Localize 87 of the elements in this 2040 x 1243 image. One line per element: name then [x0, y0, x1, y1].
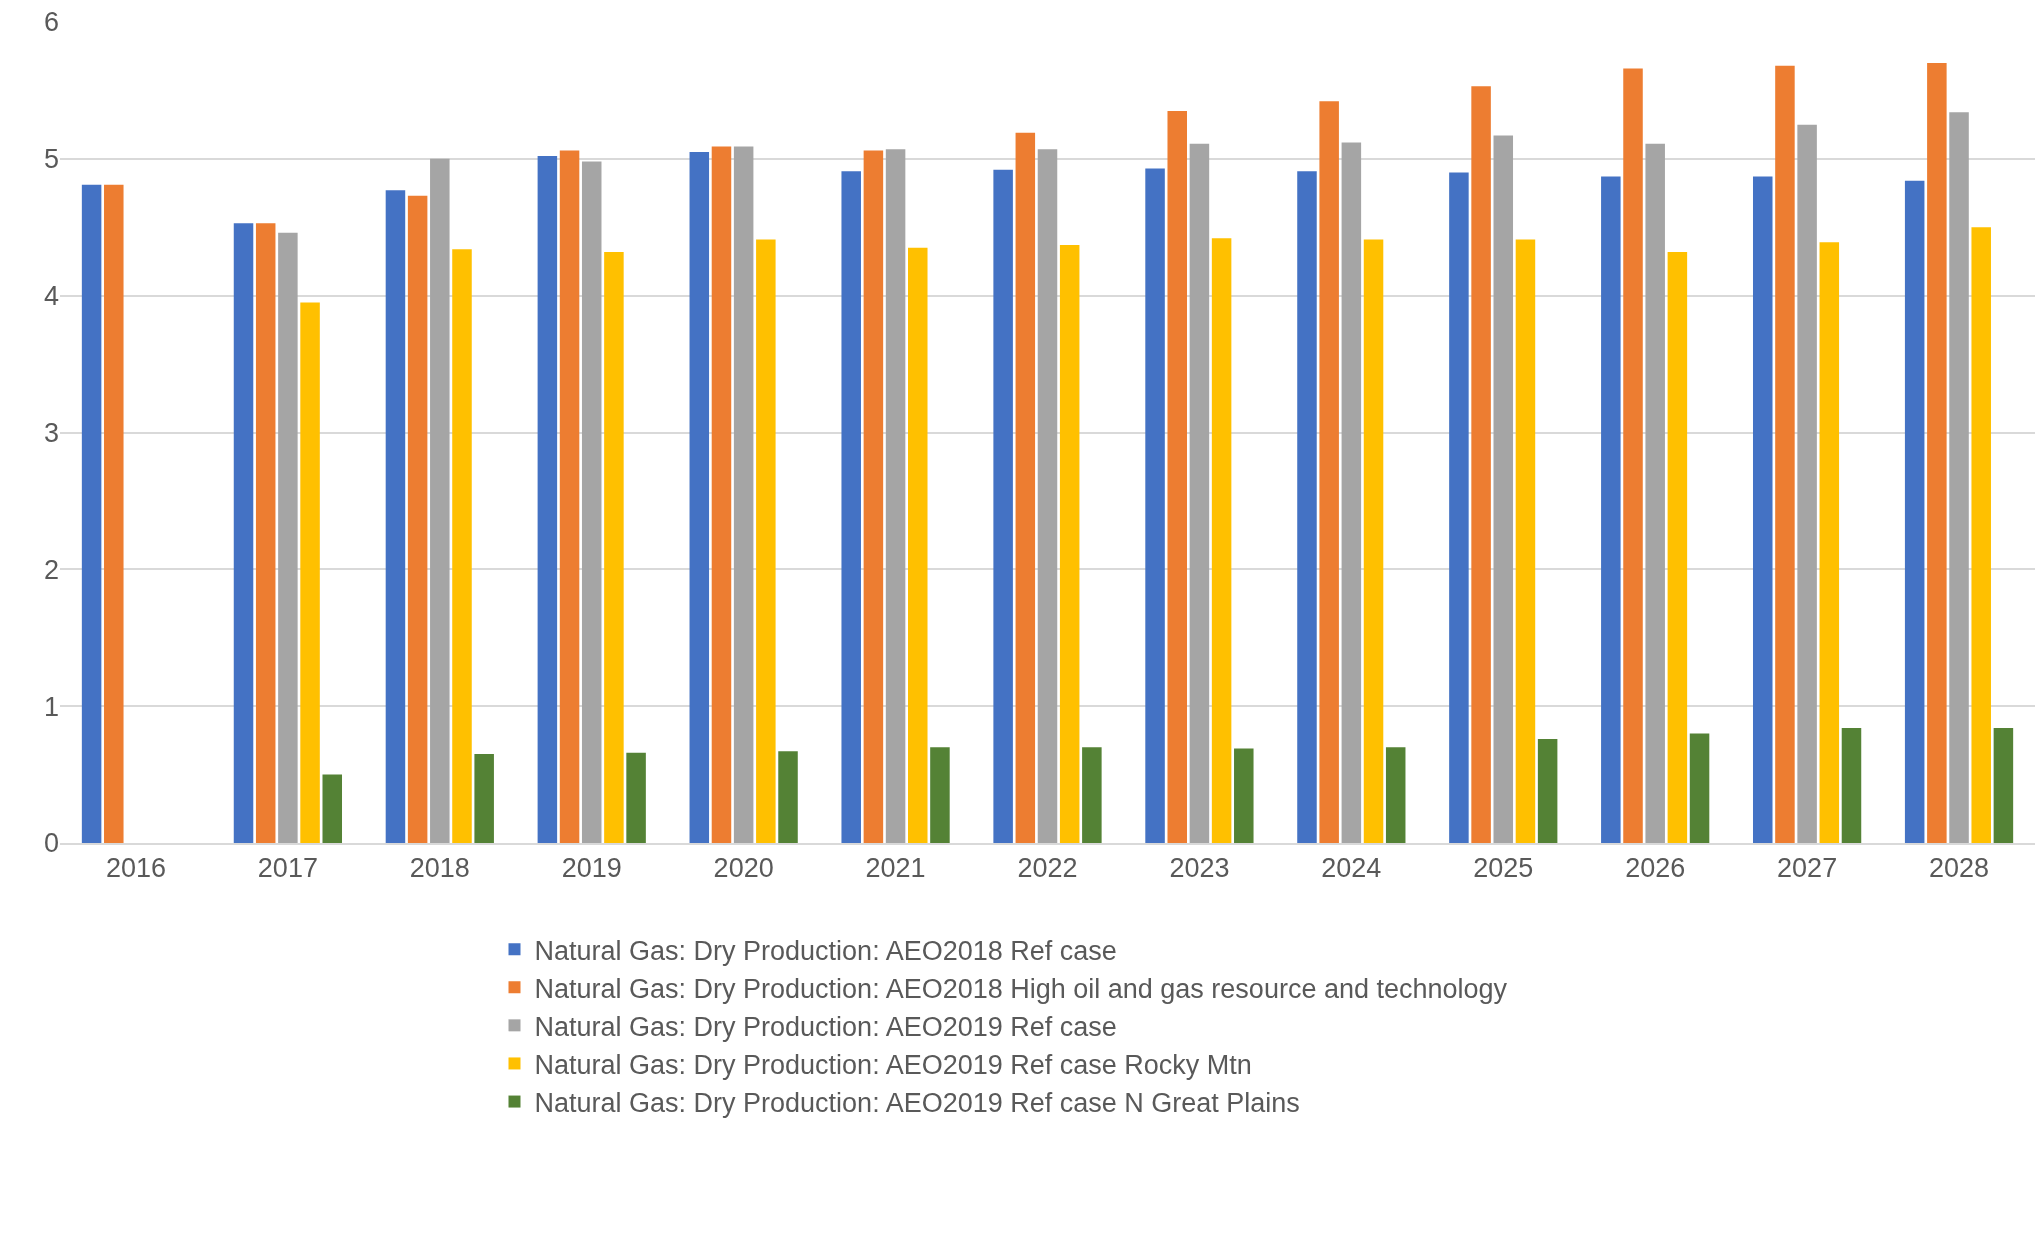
bar: [711, 146, 732, 843]
bar: [104, 184, 124, 843]
x-tick-label: 2016: [105, 853, 166, 884]
legend-label: Natural Gas: Dry Production: AEO2018 Ref case: [534, 935, 1117, 966]
bar: [1775, 65, 1795, 843]
x-tick-label: 2023: [1169, 853, 1230, 884]
bar: [1689, 733, 1710, 843]
x-tick-label: 2025: [1473, 853, 1534, 884]
bar: [1904, 180, 1925, 843]
bar: [841, 171, 861, 843]
y-tick-label: 4: [43, 281, 59, 312]
bar: [407, 195, 428, 843]
bar: [1015, 132, 1036, 843]
bar: [1971, 227, 1991, 843]
bar: [1082, 747, 1102, 843]
bar: [300, 302, 320, 843]
bar: [537, 156, 558, 843]
bar: [559, 150, 580, 843]
bar: [1797, 124, 1817, 843]
y-tick-label: 1: [43, 691, 59, 722]
bar: [581, 161, 602, 843]
bar: [452, 249, 472, 843]
bar: [1667, 251, 1688, 843]
bar: [1297, 171, 1317, 843]
bar: [908, 247, 928, 843]
bar: [1819, 242, 1840, 843]
bar: [1449, 172, 1469, 843]
bar: [322, 774, 343, 843]
bar: [1167, 110, 1187, 843]
bar: [1189, 143, 1210, 843]
bar: [255, 223, 276, 843]
x-tick-label: 2017: [257, 853, 318, 884]
x-tick-label: 2026: [1625, 853, 1686, 884]
bar: [993, 169, 1013, 843]
bar: [1145, 168, 1165, 843]
bar: [885, 149, 906, 843]
x-tick-label: 2028: [1929, 853, 1990, 884]
x-tick-label: 2020: [713, 853, 774, 884]
bar: [1234, 748, 1254, 843]
bar: [81, 184, 102, 843]
bar: [1037, 149, 1058, 843]
bar: [1949, 112, 1969, 843]
bar: [385, 190, 406, 843]
bar: [1363, 239, 1384, 843]
bar: [1645, 143, 1665, 843]
bar: [1623, 68, 1643, 843]
bar: [689, 151, 710, 843]
bar: [1471, 86, 1491, 843]
legend-label: Natural Gas: Dry Production: AEO2019 Ref case: [534, 1011, 1117, 1042]
y-tick-label: 3: [43, 417, 59, 448]
bar: [1537, 739, 1558, 843]
x-tick-label: 2021: [865, 853, 926, 884]
bar: [233, 223, 254, 843]
bar: [1601, 176, 1621, 843]
x-tick-label: 2019: [561, 853, 622, 884]
bar: [430, 158, 450, 843]
y-tick-label: 6: [43, 7, 59, 38]
bar: [604, 251, 624, 843]
legend-label: Natural Gas: Dry Production: AEO2019 Ref case N Great Plains: [534, 1088, 1300, 1119]
bar: [278, 232, 298, 843]
bar: [1211, 238, 1232, 843]
bar: [1752, 176, 1773, 843]
bar: [1993, 728, 2014, 843]
legend-label: Natural Gas: Dry Production: AEO2018 High oil and gas resource and technology: [534, 973, 1508, 1004]
bar: [1385, 747, 1406, 843]
x-tick-label: 2018: [409, 853, 470, 884]
bar: [1515, 239, 1536, 843]
y-tick-label: 0: [43, 828, 59, 859]
x-tick-label: 2024: [1321, 853, 1382, 884]
x-tick-label: 2027: [1777, 853, 1838, 884]
x-tick-label: 2022: [1017, 853, 1078, 884]
bar: [863, 150, 884, 843]
legend-label: Natural Gas: Dry Production: AEO2019 Ref case Rocky Mtn: [534, 1049, 1252, 1080]
bar: [756, 239, 776, 843]
bar: [474, 754, 494, 843]
bar: [1341, 142, 1362, 843]
bar: [1493, 135, 1514, 843]
bar: [1927, 63, 1947, 843]
bar: [1841, 728, 1862, 843]
bar: [1059, 245, 1080, 843]
bar: [733, 146, 754, 843]
bar: [778, 751, 798, 843]
bar: [930, 747, 950, 843]
bar: [626, 752, 646, 843]
y-tick-label: 2: [43, 554, 59, 585]
bar: [1319, 101, 1339, 843]
y-tick-label: 5: [43, 144, 59, 175]
